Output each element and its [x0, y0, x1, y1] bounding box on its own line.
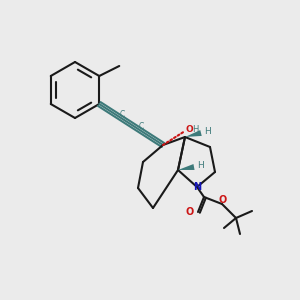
- Text: H: H: [204, 128, 211, 136]
- Text: N: N: [193, 182, 201, 192]
- Text: O: O: [186, 125, 194, 134]
- Text: H: H: [197, 161, 204, 170]
- Text: C: C: [138, 122, 143, 131]
- Polygon shape: [185, 130, 202, 137]
- Text: O: O: [219, 195, 227, 205]
- Text: O: O: [186, 207, 194, 217]
- Text: C: C: [120, 110, 125, 119]
- Text: H: H: [192, 125, 198, 134]
- Polygon shape: [178, 164, 195, 170]
